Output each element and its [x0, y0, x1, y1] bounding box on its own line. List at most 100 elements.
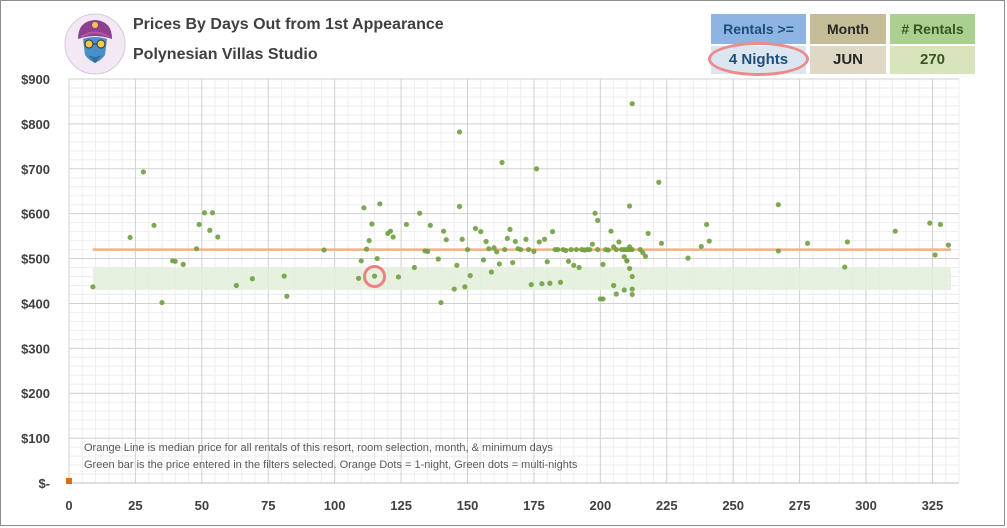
multi-night-point: [775, 202, 781, 208]
multi-night-point: [626, 265, 633, 272]
multi-night-point: [698, 243, 704, 250]
x-tick-label: 150: [457, 498, 479, 513]
multi-night-point: [440, 228, 447, 234]
y-tick-label: $-: [38, 476, 50, 491]
multi-night-point: [624, 258, 630, 264]
multi-night-point: [486, 246, 492, 252]
multi-night-point: [483, 238, 489, 245]
x-axis-tick-labels: 0 25 50 75 100 125 150 175 200 225 250 275 300 325: [65, 498, 943, 513]
multi-night-point: [563, 247, 569, 254]
multi-night-point: [355, 275, 362, 281]
multi-night-point: [565, 258, 572, 264]
multi-night-point: [629, 273, 635, 280]
y-axis-tick-labels: $- $100 $200 $300 $400 $500 $600 $700 $800 $900: [21, 72, 50, 491]
multi-night-point: [518, 246, 524, 253]
multi-night-point: [215, 234, 221, 240]
x-tick-label: 300: [855, 498, 877, 513]
multi-night-point: [127, 234, 133, 241]
multi-night-point: [201, 210, 208, 216]
multi-night-point: [531, 248, 537, 254]
multi-night-point: [706, 238, 712, 244]
multi-night-point: [425, 248, 431, 254]
multi-night-point: [544, 259, 550, 265]
multi-night-point: [284, 293, 290, 299]
multi-night-point: [600, 261, 606, 267]
multi-night-point: [642, 253, 649, 259]
multi-night-point: [605, 247, 611, 253]
multi-night-point: [456, 203, 463, 210]
multi-night-point: [438, 299, 444, 306]
multi-night-point: [451, 286, 457, 292]
multi-night-point: [616, 239, 622, 245]
multi-night-point: [621, 254, 627, 260]
multi-night-point: [568, 246, 574, 253]
multi-night-point: [504, 235, 510, 241]
highlight-ring: [363, 265, 387, 289]
multi-night-point: [196, 221, 202, 228]
multi-night-point: [321, 247, 327, 253]
multi-night-point: [411, 264, 417, 271]
chart-subtitle: Polynesian Villas Studio: [133, 46, 318, 63]
multi-night-point: [844, 239, 851, 245]
multi-night-point: [159, 299, 165, 306]
multi-night-point: [533, 166, 540, 172]
multi-night-point: [480, 257, 487, 263]
multi-night-point: [390, 234, 396, 240]
multi-night-point: [395, 274, 402, 280]
multi-night-point: [685, 255, 691, 261]
x-tick-label: 100: [324, 498, 346, 513]
multi-night-point: [249, 276, 255, 282]
multi-night-point: [937, 221, 944, 228]
x-tick-label: 200: [589, 498, 611, 513]
rentals-filter-label: Rentals >=: [711, 14, 806, 44]
multi-night-point: [435, 256, 441, 262]
multi-night-point: [140, 169, 146, 175]
multi-night-point: [512, 238, 518, 245]
multi-night-point: [945, 242, 951, 248]
x-tick-label: 225: [656, 498, 678, 513]
multi-night-point: [547, 280, 553, 286]
multi-night-point: [576, 264, 582, 271]
multi-night-point: [456, 129, 463, 135]
y-tick-label: $300: [21, 341, 50, 356]
multi-night-point: [233, 282, 239, 289]
multi-night-point: [510, 259, 516, 266]
multi-night-point: [629, 291, 635, 298]
multi-night-point: [361, 205, 367, 211]
month-filter-value[interactable]: JUN: [810, 46, 886, 74]
multi-night-point: [842, 264, 848, 270]
multi-night-point: [209, 210, 216, 216]
multi-night-point: [613, 291, 619, 297]
multi-night-point: [571, 262, 577, 268]
y-tick-label: $800: [21, 117, 50, 132]
multi-night-point: [443, 237, 449, 243]
multi-night-point: [488, 269, 495, 275]
multi-night-point: [549, 229, 556, 235]
multi-night-point: [892, 228, 898, 234]
y-tick-label: $500: [21, 252, 50, 267]
multi-night-point: [640, 250, 646, 256]
one-night-point: [66, 478, 72, 484]
x-tick-label: 175: [523, 498, 545, 513]
x-tick-label: 250: [722, 498, 744, 513]
multi-night-point: [557, 279, 564, 285]
multi-night-point: [90, 284, 96, 290]
y-tick-label: $400: [21, 296, 50, 311]
multi-night-point: [573, 246, 580, 253]
multi-night-point: [656, 179, 662, 185]
multi-night-point: [464, 246, 471, 253]
multi-night-point: [371, 273, 378, 279]
y-tick-label: $600: [21, 207, 50, 222]
rental-count-label: # Rentals: [890, 14, 975, 44]
multi-night-point: [621, 287, 627, 293]
x-tick-label: 0: [65, 498, 72, 513]
multi-night-point: [536, 239, 542, 245]
multi-night-point: [704, 221, 710, 228]
multi-night-point: [613, 246, 619, 253]
multi-night-point: [608, 228, 614, 234]
multi-night-point: [629, 246, 635, 253]
multi-night-point: [502, 246, 508, 253]
multi-night-point: [417, 210, 423, 216]
